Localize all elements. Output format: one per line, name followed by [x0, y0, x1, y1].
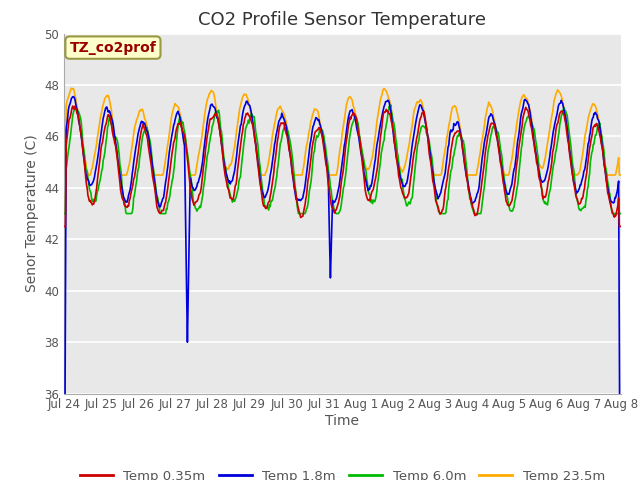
X-axis label: Time: Time: [325, 414, 360, 428]
Legend: Temp 0.35m, Temp 1.8m, Temp 6.0m, Temp 23.5m: Temp 0.35m, Temp 1.8m, Temp 6.0m, Temp 2…: [74, 464, 611, 480]
Text: TZ_co2prof: TZ_co2prof: [70, 41, 156, 55]
Y-axis label: Senor Temperature (C): Senor Temperature (C): [24, 135, 38, 292]
Title: CO2 Profile Sensor Temperature: CO2 Profile Sensor Temperature: [198, 11, 486, 29]
